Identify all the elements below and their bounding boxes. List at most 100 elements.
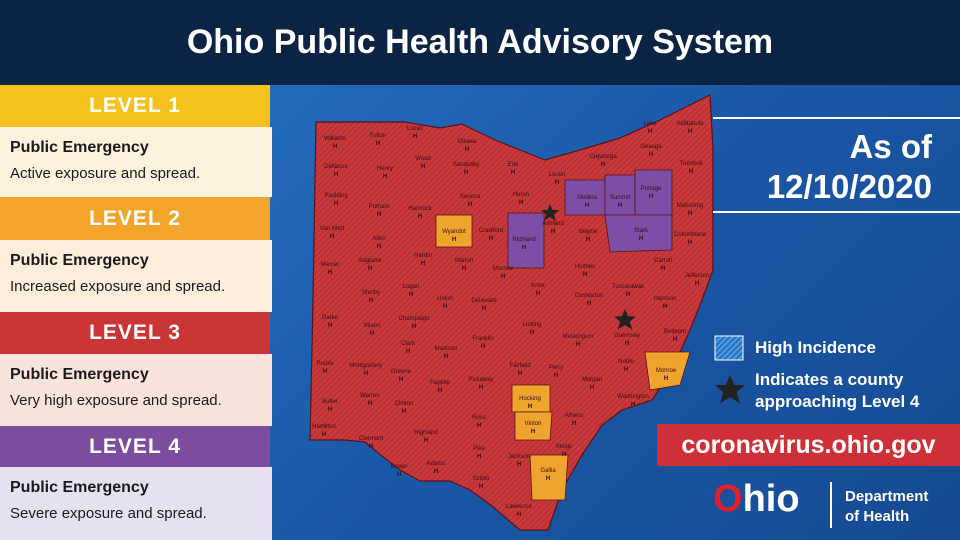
county-marker: H xyxy=(664,376,668,382)
county-label: Allen xyxy=(372,236,385,242)
county-label: Mahoning xyxy=(677,203,703,209)
ohio-outline xyxy=(309,94,714,531)
county-label: Portage xyxy=(640,186,662,192)
legend-label: approaching Level 4 xyxy=(755,392,920,411)
county-label: Richland xyxy=(512,237,535,243)
county-label: Hancock xyxy=(408,206,432,212)
county-label: Lorain xyxy=(549,172,566,178)
level-title: Public Emergency xyxy=(10,366,149,383)
level-description: Public Emergency Active exposure and spre… xyxy=(0,127,272,197)
county-marker: H xyxy=(618,203,622,209)
county-marker: H xyxy=(517,462,521,468)
county-marker: H xyxy=(328,270,332,276)
county-marker: H xyxy=(688,211,692,217)
county-marker: H xyxy=(376,141,380,147)
county-label: Shelby xyxy=(362,290,380,296)
county-label: Brown xyxy=(390,464,407,470)
county-label: Van Wert xyxy=(320,226,345,232)
county-label: Logan xyxy=(403,284,420,290)
county-label: Putnam xyxy=(369,204,390,210)
county-label: Franklin xyxy=(472,336,493,342)
county-marker: H xyxy=(322,432,326,438)
county-marker: H xyxy=(673,337,677,343)
department: Department of Health xyxy=(845,487,928,527)
level-text: Active exposure and spread. xyxy=(10,165,201,182)
county-label: Belmont xyxy=(664,329,686,335)
county-label: Coshocton xyxy=(575,293,604,299)
county-marker: H xyxy=(369,444,373,450)
county-label: Wayne xyxy=(579,229,598,235)
county-label: Butler xyxy=(322,399,338,405)
county-label: Huron xyxy=(513,192,529,198)
county-marker: H xyxy=(649,152,653,158)
county-label: Clark xyxy=(401,341,416,347)
title: Ohio Public Health Advisory System xyxy=(0,0,960,85)
county-label: Delaware xyxy=(471,298,497,304)
county-marker: H xyxy=(546,476,550,482)
county-marker: H xyxy=(406,349,410,355)
county-label: Hardin xyxy=(414,253,432,259)
county-label: Meigs xyxy=(556,444,572,450)
county-marker: H xyxy=(536,291,540,297)
legend-swatch xyxy=(714,335,744,361)
website[interactable]: coronavirus.ohio.gov xyxy=(657,424,960,466)
county-label: Crawford xyxy=(479,228,503,234)
county-marker: H xyxy=(519,200,523,206)
county-marker: H xyxy=(626,292,630,298)
county-marker: H xyxy=(438,388,442,394)
county-marker: H xyxy=(649,194,653,200)
department-line: Department xyxy=(845,488,929,505)
county-label: Medina xyxy=(577,195,597,201)
county-label: Holmes xyxy=(575,264,595,270)
county-marker: H xyxy=(551,229,555,235)
county-label: Ashland xyxy=(542,221,564,227)
level-description: Public Emergency Very high exposure and s… xyxy=(0,354,272,426)
county-label: Pike xyxy=(473,446,485,452)
county-label: Geauga xyxy=(640,144,662,150)
county-label: Gallia xyxy=(540,468,556,474)
county-marker: H xyxy=(421,164,425,170)
county-label: Union xyxy=(437,296,453,302)
county-label: Seneca xyxy=(460,194,481,200)
county-marker: H xyxy=(479,484,483,490)
county-label: Mercer xyxy=(321,262,340,268)
county-marker: H xyxy=(481,344,485,350)
county-marker: H xyxy=(368,401,372,407)
county-marker: H xyxy=(418,214,422,220)
county-label: Muskingum xyxy=(563,334,594,340)
county-marker: H xyxy=(397,472,401,478)
county-marker: H xyxy=(452,237,456,243)
county-label: Licking xyxy=(523,322,542,328)
county-label: Summit xyxy=(610,195,631,201)
county-label: Adams xyxy=(427,461,446,467)
county-marker: H xyxy=(479,385,483,391)
county-label: Jefferson xyxy=(685,273,710,279)
county-marker: H xyxy=(421,261,425,267)
county-label: Columbiana xyxy=(674,232,707,238)
county-marker: H xyxy=(695,281,699,287)
county-marker: H xyxy=(444,354,448,360)
county-label: Fairfield xyxy=(509,363,530,369)
county-label: Ashtabula xyxy=(677,121,704,127)
date-box: As of 12/10/2020 xyxy=(713,117,960,213)
county-marker: H xyxy=(383,174,387,180)
county-label: Champaign xyxy=(399,316,430,322)
county-marker: H xyxy=(465,147,469,153)
county-label: Pickaway xyxy=(468,377,493,383)
county-label: Carroll xyxy=(654,258,672,264)
county-marker: H xyxy=(562,452,566,458)
county-marker: H xyxy=(370,331,374,337)
county-label: Trumbull xyxy=(679,161,702,167)
legend-label: High Incidence xyxy=(755,338,876,357)
level-text: Increased exposure and spread. xyxy=(10,278,226,295)
county-marker: H xyxy=(409,292,413,298)
county-marker: H xyxy=(477,423,481,429)
county-marker: H xyxy=(661,266,665,272)
county-marker: H xyxy=(555,180,559,186)
county-label: Jackson xyxy=(508,454,530,460)
county-label: Warren xyxy=(360,393,379,399)
county-label: Clinton xyxy=(395,401,414,407)
county-marker: H xyxy=(590,385,594,391)
county-label: Morgan xyxy=(582,377,602,383)
county-marker: H xyxy=(399,377,403,383)
